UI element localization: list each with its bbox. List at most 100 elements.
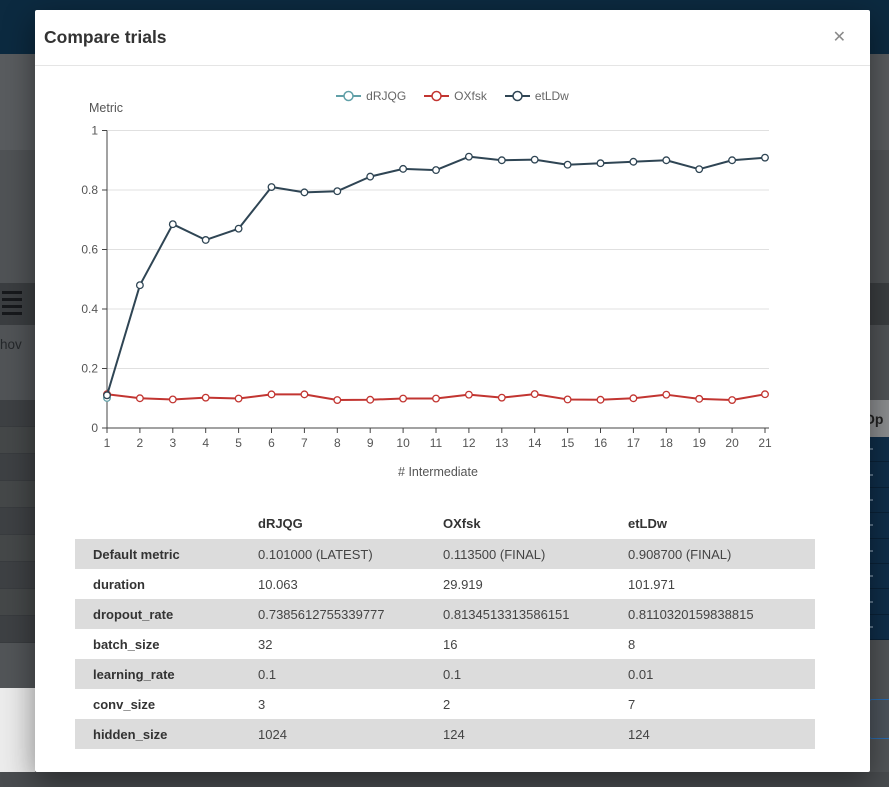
data-point-etLDw	[563, 160, 572, 169]
row-value: 1024	[258, 726, 287, 742]
data-point-etLDw	[497, 156, 506, 165]
menu-icon	[2, 291, 22, 319]
modal-header: Compare trials ✕	[35, 10, 870, 66]
row-value: 32	[258, 636, 273, 652]
row-label: Default metric	[93, 546, 180, 562]
row-value: 101.971	[628, 576, 675, 592]
data-point-OXfsk	[300, 390, 309, 399]
data-point-etLDw	[333, 187, 342, 196]
column-header: etLDw	[628, 515, 667, 531]
x-tick-label: 17	[627, 436, 641, 450]
data-point-etLDw	[267, 183, 276, 191]
data-point-etLDw	[300, 188, 309, 197]
table-row: Default metric 0.101000 (LATEST) 0.113500 …	[75, 539, 815, 569]
y-tick-label: 0	[91, 421, 98, 435]
legend-label: etLDw	[534, 89, 569, 103]
data-point-OXfsk	[464, 390, 473, 399]
row-value: 7	[628, 696, 636, 712]
y-axis-title: Metric	[89, 101, 123, 115]
row-value: 0.908700 (FINAL)	[628, 546, 732, 562]
row-value: 0.101000 (LATEST)	[258, 546, 373, 562]
row-value: 3	[258, 696, 266, 712]
x-tick-label: 21	[758, 436, 772, 450]
y-tick-label: 0.2	[81, 362, 98, 376]
x-tick-label: 18	[660, 436, 674, 450]
x-tick-label: 11	[430, 436, 443, 450]
data-point-etLDw	[464, 152, 473, 161]
data-point-OXfsk	[432, 394, 440, 403]
data-point-etLDw	[201, 236, 210, 244]
table-row: conv_size 3 2 7	[75, 689, 815, 719]
backdrop-trial-rows-left	[0, 400, 35, 643]
x-tick-label: 6	[268, 436, 275, 450]
data-point-OXfsk	[695, 394, 704, 403]
row-value: 0.1	[258, 666, 277, 682]
table-row: learning_rate 0.1 0.1 0.01	[75, 659, 815, 689]
x-tick-label: 10	[396, 436, 410, 450]
close-button[interactable]: ✕	[825, 26, 854, 50]
data-point-etLDw	[662, 156, 671, 165]
data-point-OXfsk	[267, 390, 276, 399]
y-tick-label: 0.8	[81, 183, 98, 197]
data-point-etLDw	[728, 156, 737, 165]
data-point-etLDw	[399, 164, 408, 173]
data-point-etLDw	[168, 220, 177, 229]
x-axis-title: # Intermediate	[398, 465, 478, 479]
data-point-OXfsk	[135, 394, 144, 403]
row-value: 124	[443, 726, 465, 742]
data-point-etLDw	[432, 166, 440, 175]
row-value: 0.01	[628, 666, 654, 682]
legend-marker-icon	[424, 90, 450, 102]
x-tick-label: 9	[367, 436, 374, 450]
data-point-OXfsk	[761, 390, 769, 399]
data-point-etLDw	[366, 172, 375, 181]
row-value: 0.113500 (FINAL)	[443, 546, 546, 562]
row-label: duration	[93, 576, 145, 592]
data-point-etLDw	[530, 155, 539, 164]
chart-legend: dRJQG OXfsk etLDw	[35, 89, 870, 103]
data-point-OXfsk	[399, 394, 408, 403]
data-point-etLDw	[103, 391, 111, 400]
legend-item-OXfsk[interactable]: OXfsk	[424, 89, 487, 103]
legend-item-dRJQG[interactable]: dRJQG	[336, 89, 406, 103]
compare-table: dRJQG OXfsk etLDw Default metric 0.101000 (L…	[75, 507, 815, 749]
compare-trials-modal: Compare trials ✕ dRJQG OXfsk etLDw Metric 0…	[35, 10, 870, 772]
data-point-OXfsk	[629, 394, 638, 403]
x-tick-label: 4	[202, 436, 209, 450]
x-tick-label: 16	[594, 436, 608, 450]
table-row: dropout_rate 0.7385612755339777 0.81345133…	[75, 599, 815, 629]
table-row: hidden_size 1024 124 124	[75, 719, 815, 749]
data-point-etLDw	[234, 224, 243, 233]
y-tick-label: 0.6	[81, 243, 98, 257]
row-value: 124	[628, 726, 650, 742]
x-tick-label: 8	[334, 436, 341, 450]
x-tick-label: 2	[137, 436, 144, 450]
data-point-OXfsk	[563, 395, 572, 404]
x-tick-label: 1	[104, 436, 111, 450]
backdrop-bottom-band	[0, 772, 889, 787]
table-header-row: dRJQG OXfsk etLDw	[75, 507, 815, 539]
x-tick-label: 13	[495, 436, 509, 450]
x-tick-label: 7	[301, 436, 308, 450]
row-value: 0.8110320159838815	[628, 606, 754, 622]
data-point-etLDw	[695, 165, 704, 174]
data-point-OXfsk	[366, 395, 375, 404]
row-value: 10.063	[258, 576, 298, 592]
row-label: batch_size	[93, 636, 160, 652]
x-tick-label: 12	[462, 436, 476, 450]
y-tick-label: 1	[91, 124, 98, 138]
x-tick-label: 14	[528, 436, 542, 450]
legend-item-etLDw[interactable]: etLDw	[504, 89, 569, 103]
table-row: duration 10.063 29.919 101.971	[75, 569, 815, 599]
row-label: learning_rate	[93, 666, 175, 682]
x-tick-label: 20	[725, 436, 739, 450]
legend-label: dRJQG	[366, 89, 407, 103]
column-header: dRJQG	[258, 515, 303, 531]
column-header: OXfsk	[443, 515, 481, 531]
row-value: 29.919	[443, 576, 483, 592]
backdrop-clipped-text-left: hov	[0, 337, 22, 352]
row-value: 0.7385612755339777	[258, 606, 385, 622]
data-point-OXfsk	[333, 396, 342, 404]
row-label: hidden_size	[93, 726, 168, 742]
